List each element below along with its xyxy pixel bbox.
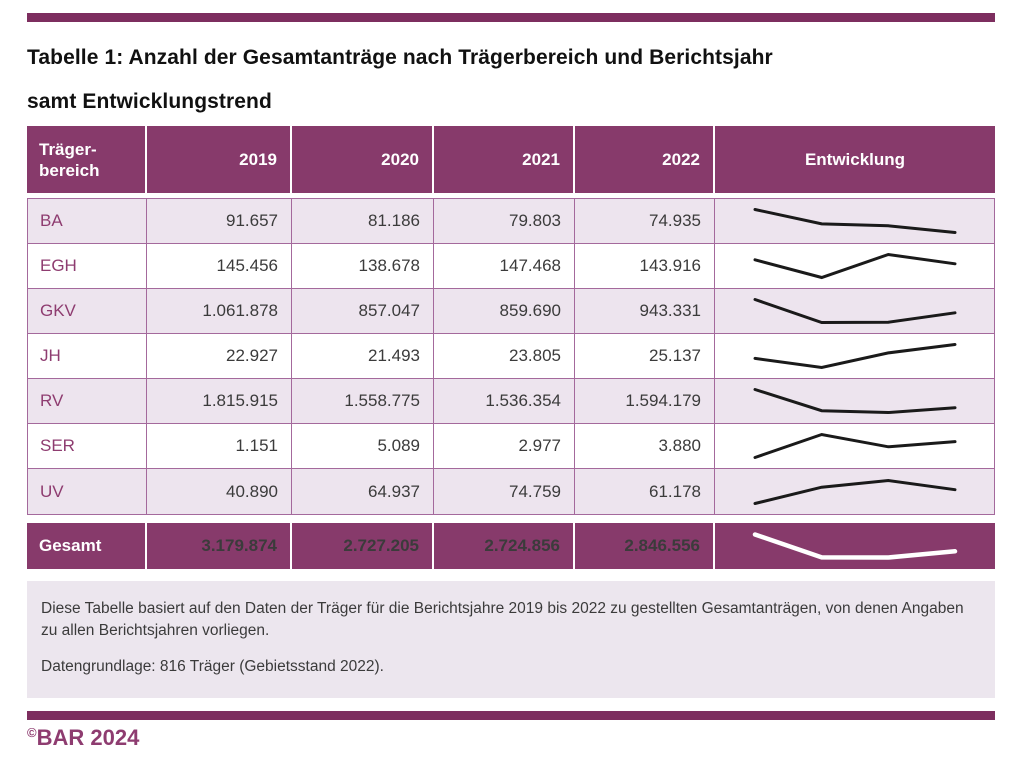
trend-sparkline <box>753 252 956 280</box>
value-2021: 147.468 <box>433 244 574 288</box>
value-2019: 40.890 <box>146 469 291 514</box>
row-label: BA <box>40 211 63 230</box>
value-2021: 23.805 <box>433 334 574 378</box>
value-2021: 2.977 <box>433 424 574 468</box>
total-label: Gesamt <box>39 536 102 555</box>
header-entwicklung: Entwicklung <box>713 126 995 193</box>
value-2021: 859.690 <box>433 289 574 333</box>
page-title: Tabelle 1: Anzahl der Gesamtanträge nach… <box>27 36 995 124</box>
trend-sparkline <box>753 388 956 415</box>
value-2019: 1.151 <box>146 424 291 468</box>
table-row: UV 40.890 64.937 74.759 61.178 <box>28 469 994 514</box>
table-row: SER 1.151 5.089 2.977 3.880 <box>28 424 994 469</box>
value-2022: 143.916 <box>574 244 714 288</box>
trend-sparkline <box>753 432 956 459</box>
total-2019: 3.179.874 <box>145 523 290 569</box>
header-traegerbereich: Träger- bereich <box>39 139 100 180</box>
value-2021: 79.803 <box>433 199 574 243</box>
value-2022: 25.137 <box>574 334 714 378</box>
table-footnote: Diese Tabelle basiert auf den Daten der … <box>27 581 995 698</box>
value-2022: 61.178 <box>574 469 714 514</box>
trend-sparkline-total <box>752 532 958 560</box>
table-row: BA 91.657 81.186 79.803 74.935 <box>28 199 994 244</box>
value-2020: 138.678 <box>291 244 433 288</box>
total-2020: 2.727.205 <box>290 523 432 569</box>
copyright-symbol: © <box>27 725 37 740</box>
table-row: RV 1.815.915 1.558.775 1.536.354 1.594.1… <box>28 379 994 424</box>
row-label: EGH <box>40 256 77 275</box>
header-year-2022: 2022 <box>573 126 713 193</box>
value-2020: 64.937 <box>291 469 433 514</box>
value-2020: 1.558.775 <box>291 379 433 423</box>
trend-sparkline <box>753 343 956 370</box>
row-label: GKV <box>40 301 76 320</box>
page-title-line2: samt Entwicklungstrend <box>27 90 272 113</box>
report-page: Tabelle 1: Anzahl der Gesamtanträge nach… <box>27 13 995 751</box>
table-row: EGH 145.456 138.678 147.468 143.916 <box>28 244 994 289</box>
value-2020: 857.047 <box>291 289 433 333</box>
header-year-2019: 2019 <box>145 126 290 193</box>
footnote-paragraph: Diese Tabelle basiert auf den Daten der … <box>41 600 964 639</box>
table-row: GKV 1.061.878 857.047 859.690 943.331 <box>28 289 994 334</box>
value-2019: 1.815.915 <box>146 379 291 423</box>
footnote-datasource: Datengrundlage: 816 Träger (Gebietsstand… <box>41 658 384 675</box>
bottom-accent-bar <box>27 711 995 720</box>
copyright-text: BAR 2024 <box>36 725 140 750</box>
page-title-line1: Tabelle 1: Anzahl der Gesamtanträge nach… <box>27 46 773 69</box>
value-2019: 91.657 <box>146 199 291 243</box>
row-label: SER <box>40 436 75 455</box>
top-accent-bar <box>27 13 995 22</box>
value-2022: 1.594.179 <box>574 379 714 423</box>
value-2019: 1.061.878 <box>146 289 291 333</box>
table-total-row: Gesamt 3.179.874 2.727.205 2.724.856 2.8… <box>27 523 995 569</box>
trend-sparkline <box>753 298 956 325</box>
total-2021: 2.724.856 <box>432 523 573 569</box>
total-2022: 2.846.556 <box>573 523 713 569</box>
row-label: JH <box>40 346 61 365</box>
value-2021: 74.759 <box>433 469 574 514</box>
value-2022: 3.880 <box>574 424 714 468</box>
value-2022: 943.331 <box>574 289 714 333</box>
table-body: BA 91.657 81.186 79.803 74.935 EGH 145.4… <box>27 198 995 515</box>
table-row: JH 22.927 21.493 23.805 25.137 <box>28 334 994 379</box>
value-2020: 81.186 <box>291 199 433 243</box>
value-2019: 145.456 <box>146 244 291 288</box>
value-2022: 74.935 <box>574 199 714 243</box>
trend-sparkline <box>753 208 956 234</box>
value-2020: 5.089 <box>291 424 433 468</box>
header-year-2021: 2021 <box>432 126 573 193</box>
trend-sparkline <box>753 478 956 505</box>
copyright-line: ©BAR 2024 <box>27 725 995 751</box>
value-2021: 1.536.354 <box>433 379 574 423</box>
row-label: RV <box>40 391 64 410</box>
header-year-2020: 2020 <box>290 126 432 193</box>
value-2019: 22.927 <box>146 334 291 378</box>
value-2020: 21.493 <box>291 334 433 378</box>
row-label: UV <box>40 481 64 501</box>
table-header-row: Träger- bereich 2019 2020 2021 2022 Entw… <box>27 126 995 193</box>
